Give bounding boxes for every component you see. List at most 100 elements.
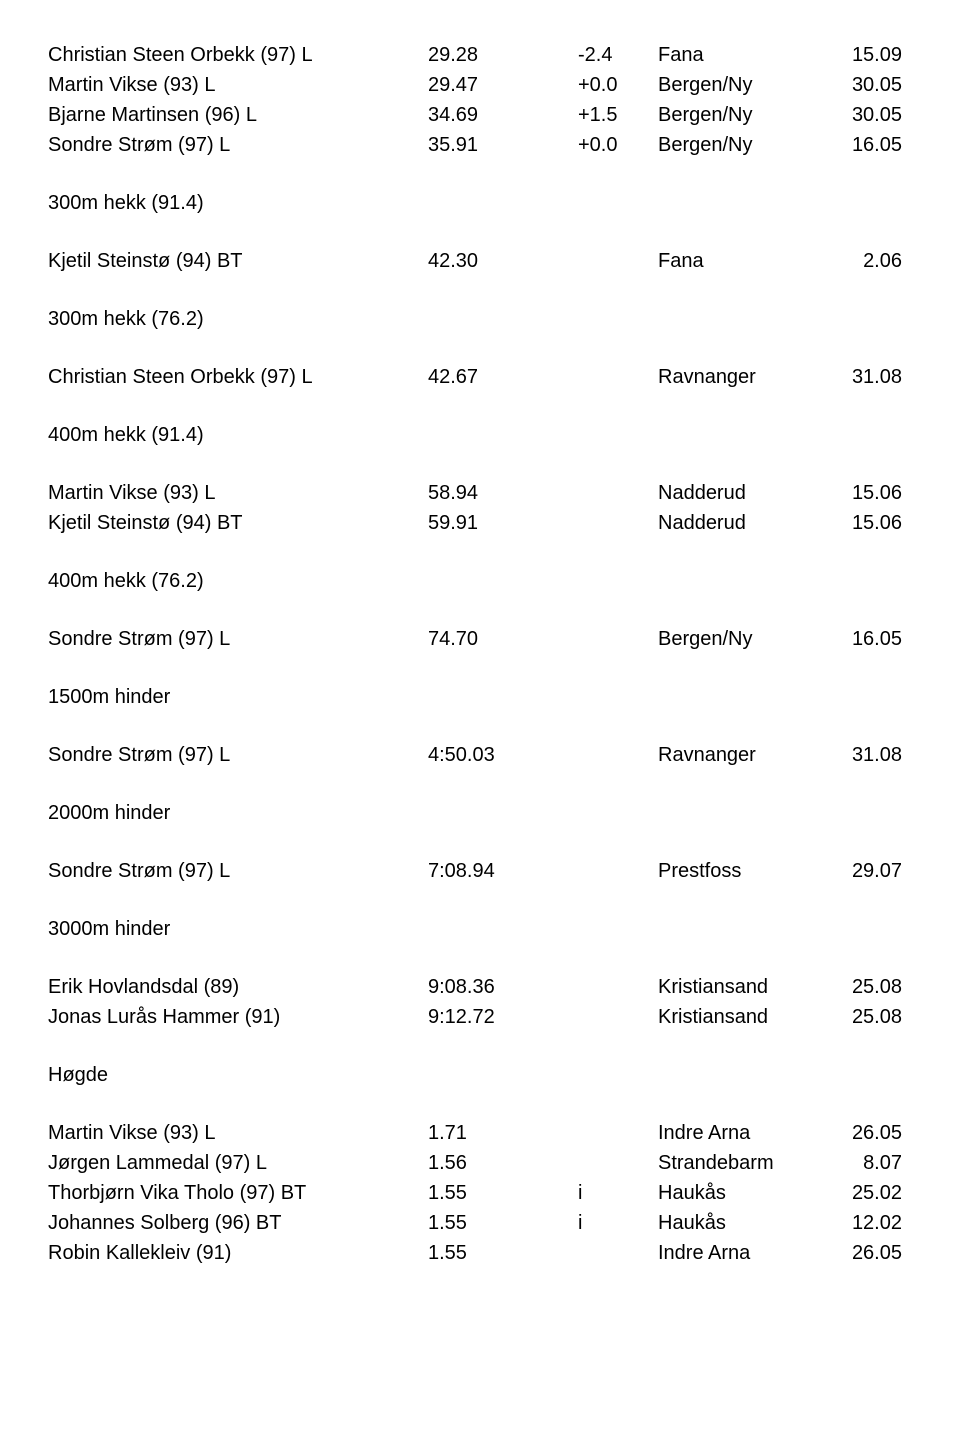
athlete-name: Erik Hovlandsdal (89) — [48, 972, 428, 1002]
result-value: 9:12.72 — [428, 1002, 578, 1032]
location: Bergen/Ny — [658, 624, 833, 654]
section-title-text: 400m hekk (91.4) — [48, 420, 428, 450]
result-value: 1.55 — [428, 1238, 578, 1268]
athlete-name: Bjarne Martinsen (96) L — [48, 100, 428, 130]
date: 16.05 — [833, 130, 912, 160]
result-diff: -2.4 — [578, 40, 658, 70]
result-diff — [578, 1148, 658, 1178]
athlete-name: Sondre Strøm (97) L — [48, 740, 428, 770]
section-title-text: 3000m hinder — [48, 914, 428, 944]
result-row: Johannes Solberg (96) BT1.55iHaukås12.02 — [48, 1208, 912, 1238]
section-title: 400m hekk (76.2) — [48, 566, 912, 596]
result-diff: +1.5 — [578, 100, 658, 130]
location: Indre Arna — [658, 1238, 833, 1268]
result-row: Jonas Lurås Hammer (91)9:12.72 Kristiansa… — [48, 1002, 912, 1032]
result-diff — [578, 972, 658, 1002]
athlete-name: Kjetil Steinstø (94) BT — [48, 508, 428, 538]
result-value: 29.28 — [428, 40, 578, 70]
athlete-name: Johannes Solberg (96) BT — [48, 1208, 428, 1238]
result-diff: i — [578, 1208, 658, 1238]
date: 16.05 — [833, 624, 912, 654]
athlete-name: Christian Steen Orbekk (97) L — [48, 362, 428, 392]
section-title: 1500m hinder — [48, 682, 912, 712]
date: 31.08 — [833, 362, 912, 392]
athlete-name: Jonas Lurås Hammer (91) — [48, 1002, 428, 1032]
result-value: 1.56 — [428, 1148, 578, 1178]
section-title-text: 1500m hinder — [48, 682, 428, 712]
date: 25.02 — [833, 1178, 912, 1208]
date: 25.08 — [833, 972, 912, 1002]
location: Nadderud — [658, 508, 833, 538]
date: 15.06 — [833, 478, 912, 508]
date: 15.06 — [833, 508, 912, 538]
date: 15.09 — [833, 40, 912, 70]
location: Kristiansand — [658, 972, 833, 1002]
result-value: 1.55 — [428, 1178, 578, 1208]
result-value: 42.30 — [428, 246, 578, 276]
result-diff: +0.0 — [578, 130, 658, 160]
result-value: 1.55 — [428, 1208, 578, 1238]
section-title: 3000m hinder — [48, 914, 912, 944]
location: Bergen/Ny — [658, 70, 833, 100]
result-row: Martin Vikse (93) L58.94Nadderud15.06 — [48, 478, 912, 508]
section-title-text: 400m hekk (76.2) — [48, 566, 428, 596]
section-title-text: 300m hekk (76.2) — [48, 304, 428, 334]
result-value: 29.47 — [428, 70, 578, 100]
section-title-text: 300m hekk (91.4) — [48, 188, 428, 218]
result-diff — [578, 362, 658, 392]
result-diff — [578, 478, 658, 508]
date: 8.07 — [833, 1148, 912, 1178]
result-row: Kjetil Steinstø (94) BT59.91 Nadderud15.0… — [48, 508, 912, 538]
result-row: Thorbjørn Vika Tholo (97) BT1.55iHaukås2… — [48, 1178, 912, 1208]
result-row: Sondre Strøm (97) L35.91+0.0Bergen/Ny16.… — [48, 130, 912, 160]
date: 25.08 — [833, 1002, 912, 1032]
location: Bergen/Ny — [658, 100, 833, 130]
result-row: Erik Hovlandsdal (89)9:08.36 Kristiansand… — [48, 972, 912, 1002]
location: Fana — [658, 40, 833, 70]
location: Nadderud — [658, 478, 833, 508]
result-value: 9:08.36 — [428, 972, 578, 1002]
result-diff — [578, 1002, 658, 1032]
athlete-name: Sondre Strøm (97) L — [48, 624, 428, 654]
result-diff — [578, 508, 658, 538]
result-row: Martin Vikse (93) L29.47+0.0Bergen/Ny30.… — [48, 70, 912, 100]
result-row: Christian Steen Orbekk (97) L42.67 Ravnan… — [48, 362, 912, 392]
result-diff — [578, 1238, 658, 1268]
section-title: 400m hekk (91.4) — [48, 420, 912, 450]
result-diff: +0.0 — [578, 70, 658, 100]
result-value: 58.94 — [428, 478, 578, 508]
section-title: Høgde — [48, 1060, 912, 1090]
result-diff — [578, 856, 658, 886]
athlete-name: Martin Vikse (93) L — [48, 1118, 428, 1148]
result-value: 7:08.94 — [428, 856, 578, 886]
section-title: 300m hekk (91.4) — [48, 188, 912, 218]
result-row: Sondre Strøm (97) L74.70Bergen/Ny16.05 — [48, 624, 912, 654]
result-row: Jørgen Lammedal (97) L1.56Strandebarm8.0… — [48, 1148, 912, 1178]
athlete-name: Christian Steen Orbekk (97) L — [48, 40, 428, 70]
location: Ravnanger — [658, 740, 833, 770]
result-diff — [578, 624, 658, 654]
location: Kristiansand — [658, 1002, 833, 1032]
location: Ravnanger — [658, 362, 833, 392]
result-row: Sondre Strøm (97) L7:08.94Prestfoss29.07 — [48, 856, 912, 886]
result-row: Bjarne Martinsen (96) L34.69+1.5Bergen/N… — [48, 100, 912, 130]
athlete-name: Thorbjørn Vika Tholo (97) BT — [48, 1178, 428, 1208]
date: 12.02 — [833, 1208, 912, 1238]
result-diff: i — [578, 1178, 658, 1208]
result-value: 59.91 — [428, 508, 578, 538]
section-title: 300m hekk (76.2) — [48, 304, 912, 334]
result-value: 4:50.03 — [428, 740, 578, 770]
location: Haukås — [658, 1208, 833, 1238]
date: 30.05 — [833, 70, 912, 100]
athlete-name: Martin Vikse (93) L — [48, 70, 428, 100]
result-value: 35.91 — [428, 130, 578, 160]
athlete-name: Sondre Strøm (97) L — [48, 130, 428, 160]
result-row: Christian Steen Orbekk (97) L29.28-2.4Fa… — [48, 40, 912, 70]
date: 30.05 — [833, 100, 912, 130]
location: Prestfoss — [658, 856, 833, 886]
result-row: Robin Kallekleiv (91)1.55Indre Arna26.05 — [48, 1238, 912, 1268]
result-value: 42.67 — [428, 362, 578, 392]
result-diff — [578, 246, 658, 276]
section-title-text: Høgde — [48, 1060, 428, 1090]
result-row: Kjetil Steinstø (94) BT42.30Fana2.06 — [48, 246, 912, 276]
